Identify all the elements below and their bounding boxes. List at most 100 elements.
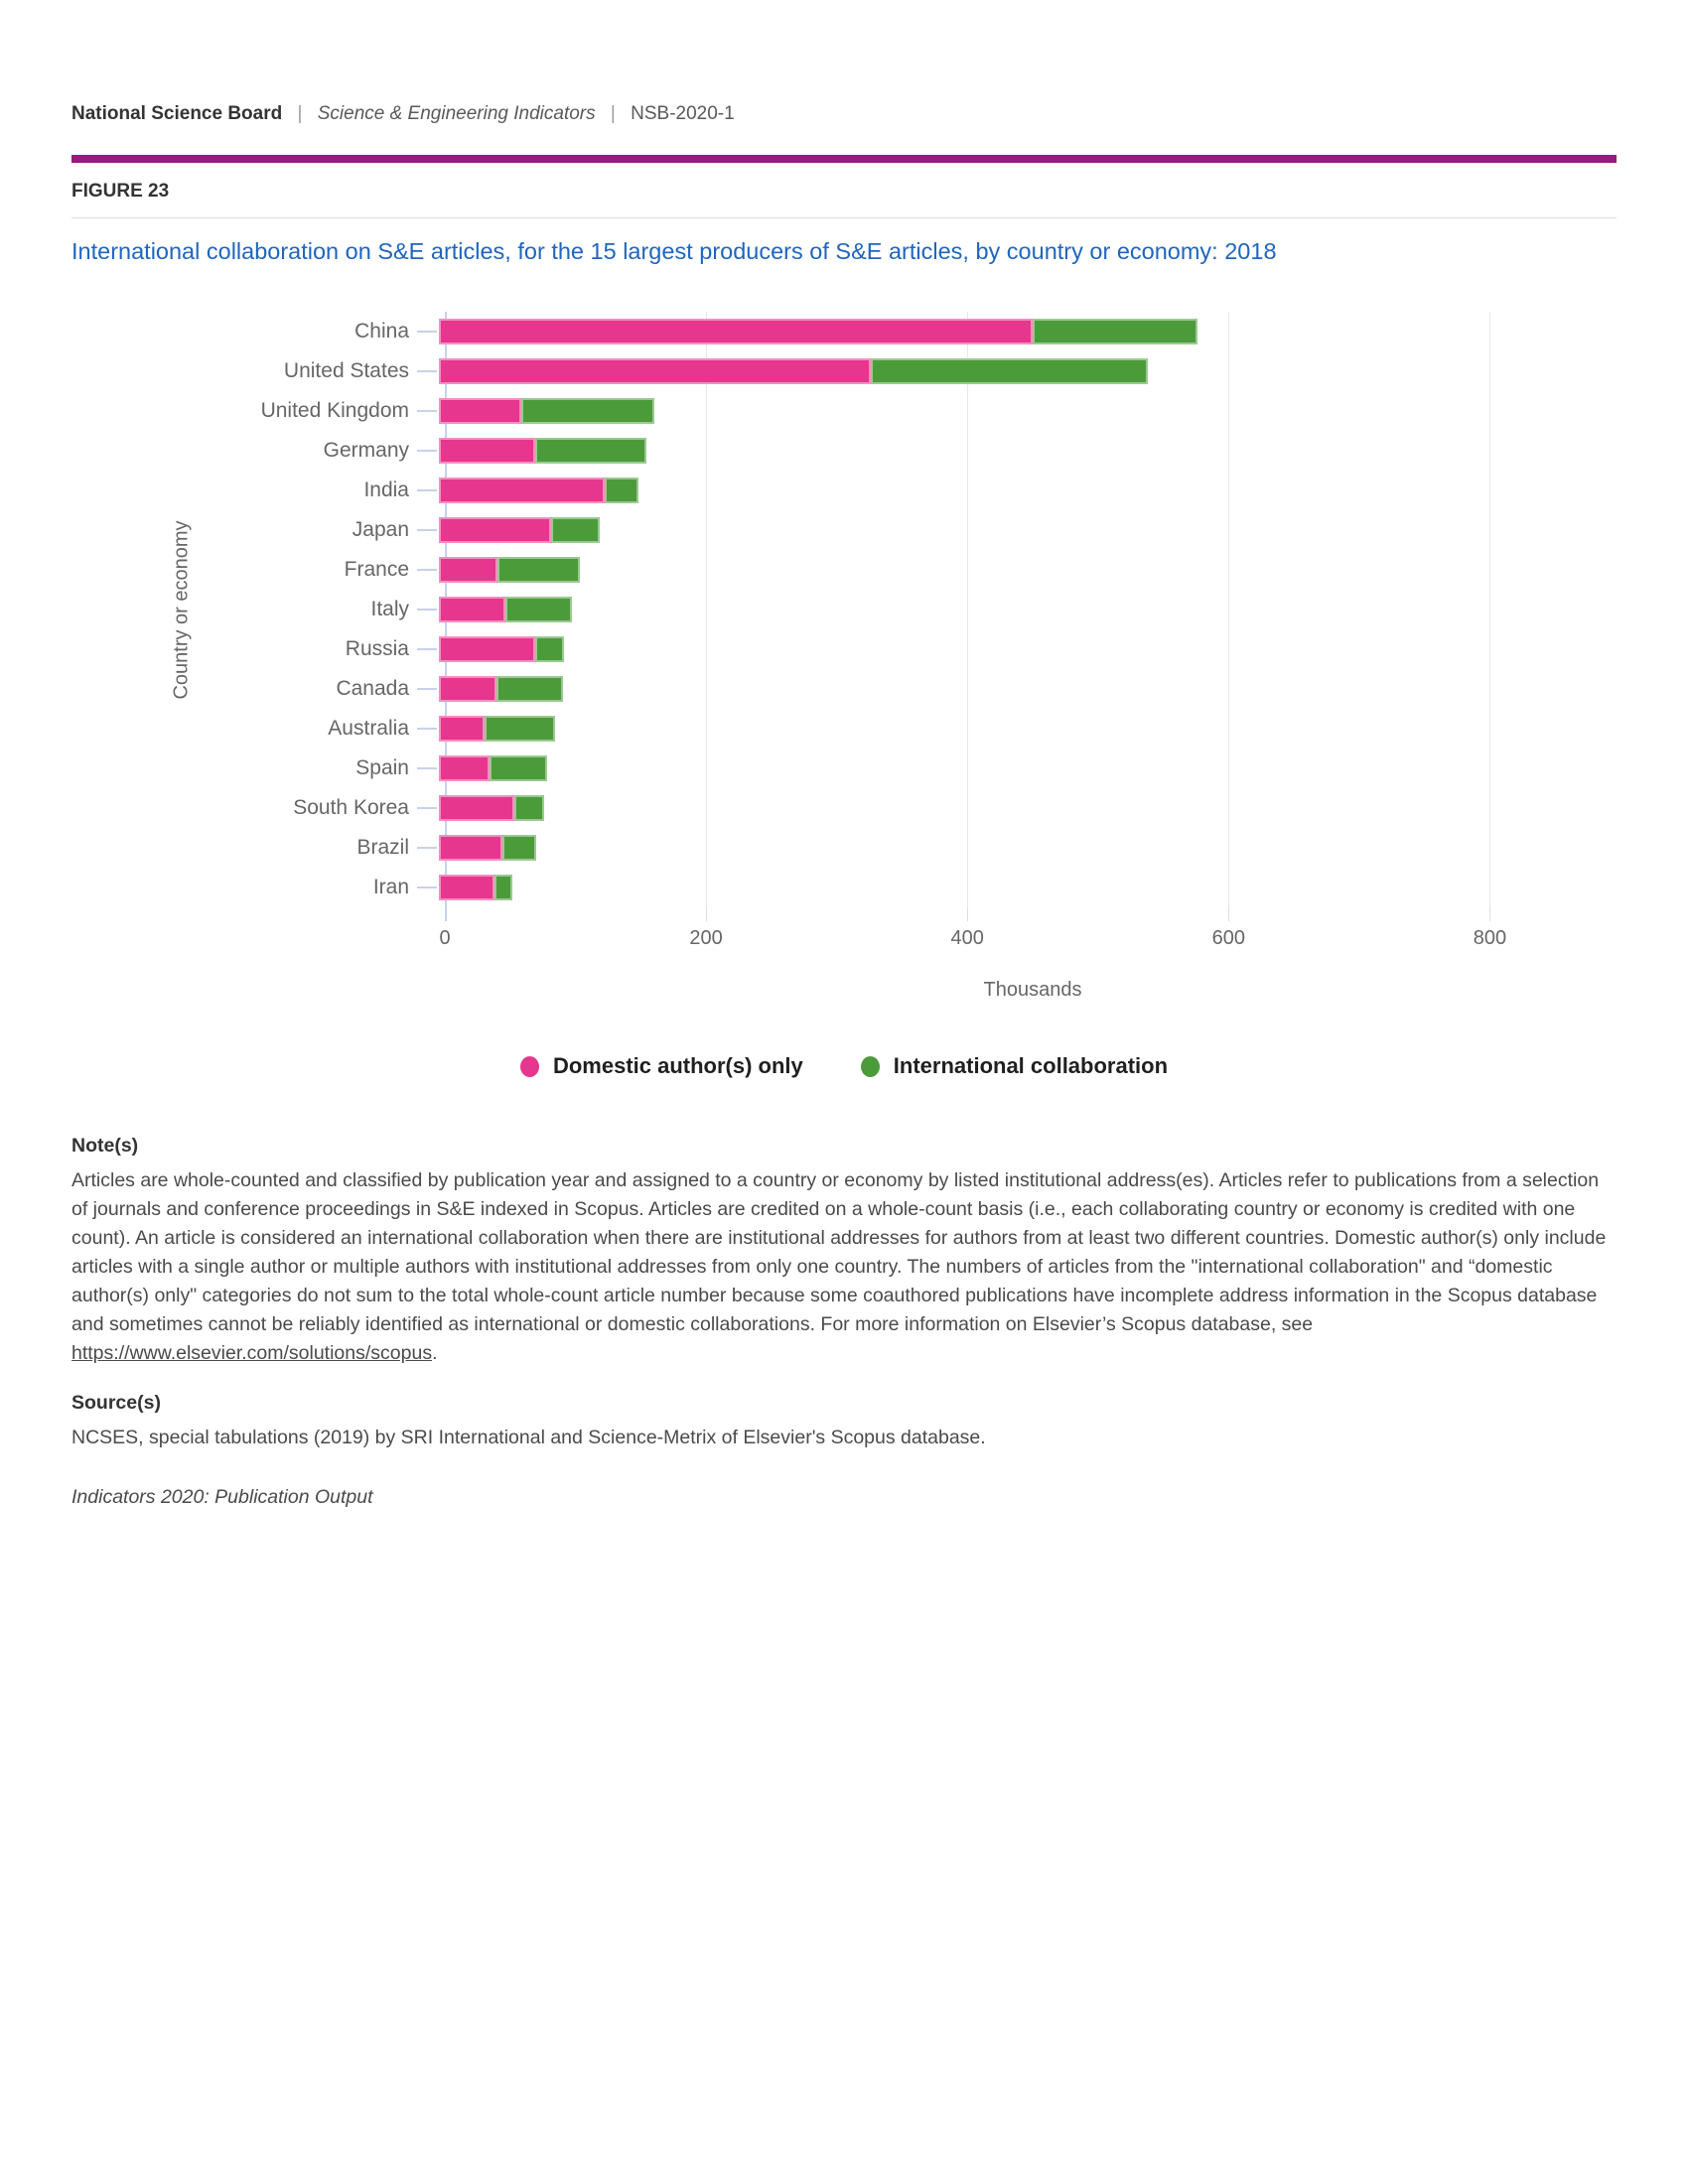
x-axis-tick-mark xyxy=(706,907,708,922)
bar-segment-international xyxy=(1032,319,1198,345)
header-separator: | xyxy=(297,103,303,124)
chart-row: China xyxy=(71,312,1617,351)
brand-name: National Science Board xyxy=(71,103,283,124)
y-axis-tick-mark xyxy=(417,648,437,651)
bar-stack xyxy=(437,319,1613,345)
bar-stack xyxy=(437,597,1613,623)
notes-body: Articles are whole-counted and classifie… xyxy=(71,1166,1617,1368)
x-axis-tick-label: 400 xyxy=(950,927,984,950)
x-axis-label: Thousands xyxy=(983,979,1082,1002)
chart-row: United Kingdom xyxy=(71,391,1617,431)
y-axis-tick-mark xyxy=(417,728,437,731)
chart-row: Iran xyxy=(71,868,1617,907)
bar-segment-domestic xyxy=(439,319,1033,345)
legend-dot-icon xyxy=(860,1055,880,1077)
x-axis-tick-mark xyxy=(967,907,969,922)
notes-heading: Note(s) xyxy=(71,1135,139,1158)
y-axis-tick-mark xyxy=(417,807,437,810)
chart-row: Germany xyxy=(71,431,1617,471)
country-label: Italy xyxy=(370,598,409,621)
country-label: South Korea xyxy=(293,796,409,820)
country-label: Australia xyxy=(328,717,409,741)
legend-dot-icon xyxy=(519,1055,539,1077)
chart-row: Canada xyxy=(71,669,1617,709)
bar-segment-domestic xyxy=(439,398,521,425)
y-axis-tick-mark xyxy=(417,331,437,334)
source-section: Source(s) NCSES, special tabulations (20… xyxy=(71,1392,1617,1452)
legend-label: Domestic author(s) only xyxy=(552,1053,803,1079)
country-label: France xyxy=(344,558,409,582)
bar-segment-domestic xyxy=(439,636,536,663)
country-label: United Kingdom xyxy=(260,399,409,423)
bar-segment-international xyxy=(535,636,565,663)
chart-legend: Domestic author(s) only International col… xyxy=(71,1053,1617,1079)
bar-segment-domestic xyxy=(439,755,491,782)
y-axis-tick-mark xyxy=(417,410,437,413)
bar-segment-international xyxy=(484,716,555,743)
y-axis-tick-mark xyxy=(417,609,437,612)
bar-stack xyxy=(437,358,1613,385)
chart-row: South Korea xyxy=(71,788,1617,828)
chart-row: Italy xyxy=(71,590,1617,629)
bar-stack xyxy=(437,478,1613,504)
bar-segment-international xyxy=(502,835,537,862)
chart-row: Australia xyxy=(71,709,1617,749)
bar-segment-international xyxy=(495,676,563,703)
country-label: Brazil xyxy=(356,836,409,860)
bar-segment-domestic xyxy=(439,358,871,385)
bar-stack xyxy=(437,835,1613,862)
x-axis-tick-labels: 0 200 400 600 800 xyxy=(439,927,1620,957)
gridline xyxy=(706,312,708,908)
chart-row: France xyxy=(71,550,1617,590)
country-label: China xyxy=(354,320,409,343)
bar-segment-international xyxy=(514,795,545,822)
bar-segment-domestic xyxy=(439,557,498,584)
x-axis-tick-label: 600 xyxy=(1211,927,1246,950)
chart-rows: China United States United Kingdom Germany I… xyxy=(71,312,1617,907)
publication-name: Science & Engineering Indicators xyxy=(317,103,596,124)
x-axis-tick-label: 200 xyxy=(689,927,723,950)
bar-stack xyxy=(437,438,1613,465)
gridline xyxy=(967,312,969,908)
country-label: Iran xyxy=(372,876,409,899)
y-axis-tick-mark xyxy=(417,847,437,850)
brand-rule xyxy=(71,155,1617,163)
bar-segment-domestic xyxy=(439,517,551,544)
notes-section: Note(s) Articles are whole-counted and c… xyxy=(71,1135,1617,1368)
bar-segment-international xyxy=(504,597,572,623)
stacked-bar-chart: Country or economy China United States Uni… xyxy=(71,312,1617,1079)
chart-row: United States xyxy=(71,351,1617,391)
source-heading: Source(s) xyxy=(71,1392,161,1415)
legend-item: Domestic author(s) only xyxy=(519,1053,803,1079)
x-axis-tick-label: 800 xyxy=(1473,927,1507,950)
bar-stack xyxy=(437,636,1613,663)
x-axis-tick-mark xyxy=(1228,907,1230,922)
x-axis-tick-label: 0 xyxy=(439,927,451,950)
x-axis-tick-mark xyxy=(1489,907,1491,922)
footer-note: Indicators 2020: Publication Output xyxy=(71,1486,373,1509)
y-axis-tick-mark xyxy=(417,887,437,889)
bar-stack xyxy=(437,875,1613,901)
scopus-link[interactable]: https://www.elsevier.com/solutions/scopu… xyxy=(71,1342,433,1365)
country-label: Germany xyxy=(323,439,409,463)
bar-segment-international xyxy=(604,478,638,504)
chart-row: Japan xyxy=(71,510,1617,550)
bar-stack xyxy=(437,398,1613,425)
bar-segment-international xyxy=(550,517,600,544)
masthead: National Science Board | Science & Engin… xyxy=(71,103,1617,125)
chart-row: Brazil xyxy=(71,828,1617,868)
bar-stack xyxy=(437,716,1613,743)
chart-row: India xyxy=(71,471,1617,510)
header-separator: | xyxy=(610,103,616,124)
bar-stack xyxy=(437,795,1613,822)
country-label: Spain xyxy=(355,756,409,780)
bar-segment-domestic xyxy=(439,597,505,623)
bar-stack xyxy=(437,557,1613,584)
bar-segment-international xyxy=(520,398,654,425)
bar-segment-international xyxy=(497,557,580,584)
bar-stack xyxy=(437,755,1613,782)
y-axis-tick-mark xyxy=(417,489,437,492)
bar-segment-domestic xyxy=(439,835,503,862)
y-axis-tick-mark xyxy=(417,450,437,453)
